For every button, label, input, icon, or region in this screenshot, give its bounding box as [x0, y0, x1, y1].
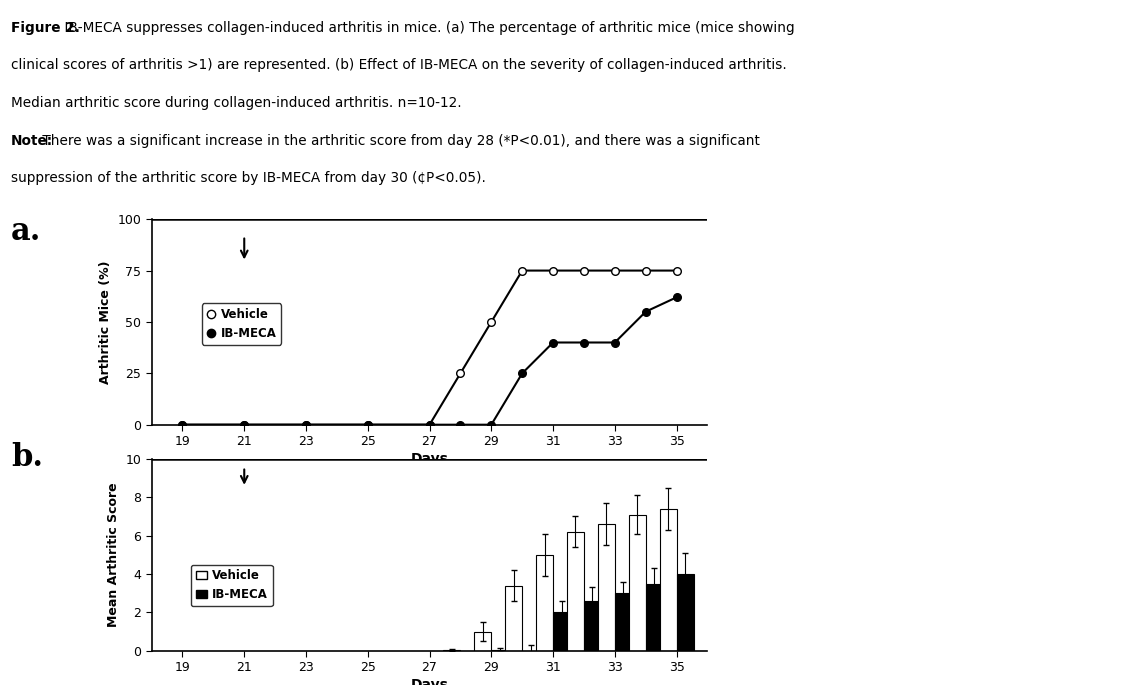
Y-axis label: Mean Arthritic Score: Mean Arthritic Score — [107, 482, 120, 627]
Vehicle — [639, 266, 652, 275]
Bar — [584, 601, 601, 651]
Vehicle — [360, 421, 374, 429]
Vehicle — [299, 421, 312, 429]
Bar — [659, 509, 676, 651]
Vehicle — [515, 266, 529, 275]
Vehicle — [577, 266, 591, 275]
Legend: Vehicle, IB-MECA: Vehicle, IB-MECA — [191, 564, 273, 606]
IB-MECA — [639, 308, 652, 316]
Y-axis label: Arthritic Mice (%): Arthritic Mice (%) — [99, 260, 112, 384]
X-axis label: Days: Days — [411, 678, 448, 685]
IB-MECA — [360, 421, 374, 429]
Text: clinical scores of arthritis >1) are represented. (b) Effect of IB-MECA on the s: clinical scores of arthritis >1) are rep… — [11, 58, 787, 72]
Text: Figure 2.: Figure 2. — [11, 21, 80, 34]
Bar — [505, 586, 522, 651]
Bar — [597, 524, 614, 651]
Vehicle — [422, 421, 436, 429]
IB-MECA — [609, 338, 622, 347]
Vehicle — [484, 318, 497, 326]
IB-MECA — [299, 421, 312, 429]
Bar — [553, 612, 570, 651]
Text: suppression of the arthritic score by IB-MECA from day 30 (¢P<0.05).: suppression of the arthritic score by IB… — [11, 171, 486, 185]
Bar — [676, 574, 694, 651]
IB-MECA — [577, 338, 591, 347]
Bar — [629, 514, 646, 651]
Legend: Vehicle, IB-MECA: Vehicle, IB-MECA — [202, 303, 282, 345]
Vehicle — [237, 421, 250, 429]
IB-MECA — [546, 338, 559, 347]
Vehicle — [454, 369, 467, 377]
Bar — [567, 532, 584, 651]
IB-MECA — [454, 421, 467, 429]
IB-MECA — [422, 421, 436, 429]
Text: Median arthritic score during collagen-induced arthritis. n=10-12.: Median arthritic score during collagen-i… — [11, 96, 462, 110]
Text: b.: b. — [11, 442, 43, 473]
IB-MECA — [484, 421, 497, 429]
IB-MECA — [515, 369, 529, 377]
IB-MECA — [175, 421, 189, 429]
IB-MECA — [669, 293, 683, 301]
Bar — [491, 650, 509, 651]
Vehicle — [609, 266, 622, 275]
Bar — [444, 650, 460, 651]
IB-MECA — [237, 421, 250, 429]
Text: a.: a. — [11, 216, 42, 247]
Bar — [474, 632, 492, 651]
Vehicle — [669, 266, 683, 275]
Vehicle — [175, 421, 189, 429]
Line: IB-MECA: IB-MECA — [179, 293, 681, 429]
X-axis label: Days: Days — [411, 452, 448, 466]
Text: Note:: Note: — [11, 134, 54, 147]
Text: IB-MECA suppresses collagen-induced arthritis in mice. (a) The percentage of art: IB-MECA suppresses collagen-induced arth… — [60, 21, 794, 34]
Text: There was a significant increase in the arthritic score from day 28 (*P<0.01), a: There was a significant increase in the … — [38, 134, 760, 147]
Vehicle — [546, 266, 559, 275]
Bar — [536, 555, 553, 651]
Bar — [646, 584, 663, 651]
Line: Vehicle: Vehicle — [179, 266, 681, 429]
Bar — [615, 593, 632, 651]
